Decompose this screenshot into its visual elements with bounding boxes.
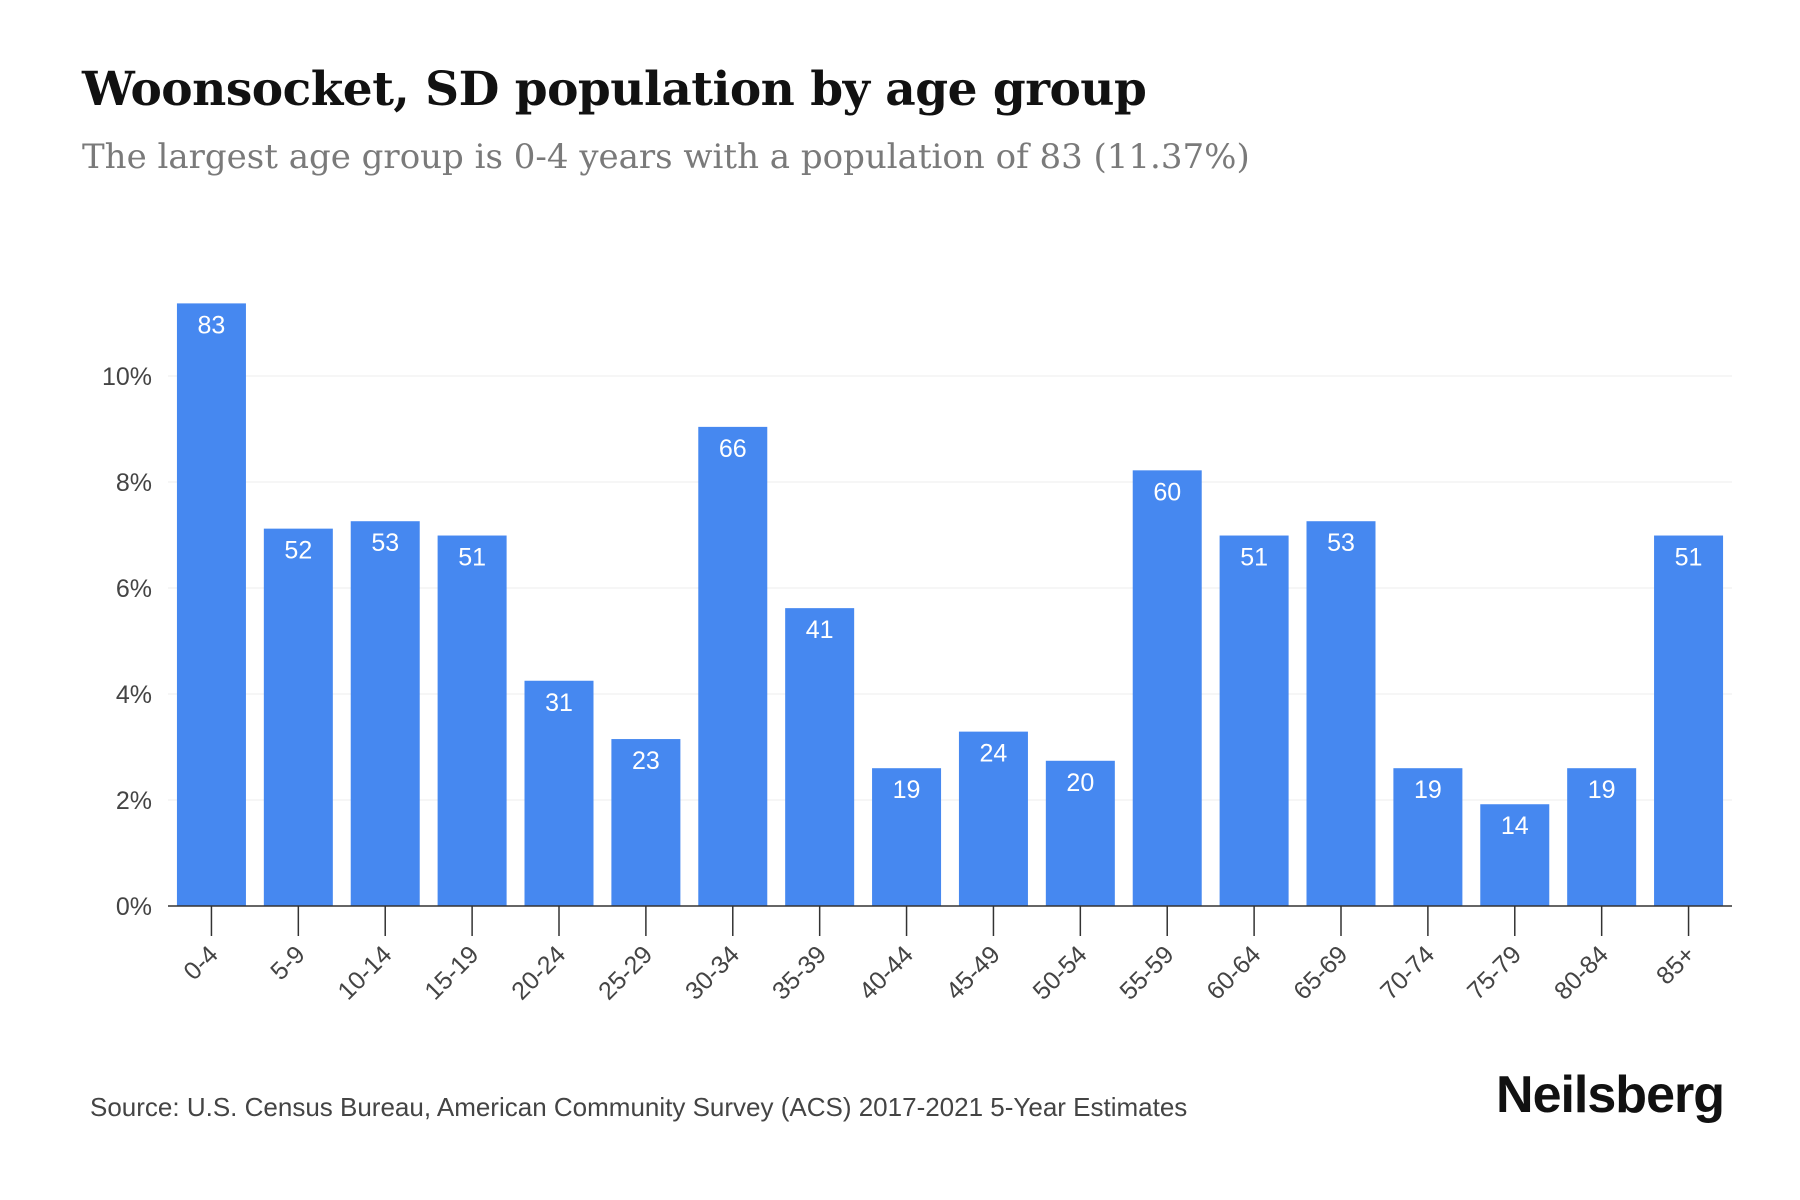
y-tick-label: 10% — [102, 363, 152, 391]
bar-value-label: 51 — [1675, 544, 1703, 572]
bar — [958, 731, 1028, 906]
bar-value-label: 52 — [284, 537, 312, 565]
bar — [1045, 760, 1115, 906]
bar — [1480, 804, 1550, 906]
bar — [263, 528, 333, 906]
x-tick-label: 30-34 — [680, 940, 745, 1005]
bar-value-label: 20 — [1066, 769, 1094, 797]
bar — [176, 303, 246, 906]
bar-value-label: 19 — [1588, 776, 1616, 804]
bar — [1219, 535, 1289, 906]
bar — [1132, 470, 1202, 906]
bar-value-label: 60 — [1153, 478, 1181, 506]
brand-logo: Neilsberg — [1496, 1066, 1725, 1124]
x-tick-label: 35-39 — [767, 940, 832, 1005]
bar-value-label: 83 — [198, 311, 226, 339]
bar-value-label: 51 — [1240, 544, 1268, 572]
bar-value-label: 53 — [371, 529, 399, 557]
y-tick-label: 4% — [116, 681, 152, 709]
x-tick-label: 15-19 — [419, 940, 484, 1005]
bar — [437, 535, 507, 906]
y-tick-label: 2% — [116, 787, 152, 815]
x-tick-label: 45-49 — [941, 940, 1006, 1005]
bar-value-label: 53 — [1327, 529, 1355, 557]
bar-value-label: 31 — [545, 689, 573, 717]
x-tick-label: 50-54 — [1028, 940, 1093, 1005]
source-note: Source: U.S. Census Bureau, American Com… — [90, 1092, 1188, 1122]
bar — [698, 426, 768, 906]
x-tick-label: 55-59 — [1114, 940, 1179, 1005]
x-tick-label: 60-64 — [1201, 940, 1266, 1005]
x-tick-label: 70-74 — [1375, 940, 1440, 1005]
bar — [785, 608, 855, 906]
bar — [524, 680, 594, 906]
chart-title: Woonsocket, SD population by age group — [82, 62, 1147, 117]
y-tick-label: 8% — [116, 469, 152, 497]
bar-value-label: 24 — [980, 740, 1008, 768]
bar-value-label: 41 — [806, 616, 834, 644]
x-tick-label: 40-44 — [854, 940, 919, 1005]
x-tick-label: 25-29 — [593, 940, 658, 1005]
x-tick-label: 0-4 — [178, 940, 223, 985]
chart-subtitle: The largest age group is 0-4 years with … — [82, 137, 1250, 177]
bar — [350, 521, 420, 906]
x-tick-label: 65-69 — [1288, 940, 1353, 1005]
bar-value-label: 23 — [632, 747, 660, 775]
bar-value-label: 19 — [893, 776, 921, 804]
x-tick-label: 20-24 — [506, 940, 571, 1005]
x-tick-label: 80-84 — [1549, 940, 1614, 1005]
bar — [1306, 521, 1376, 906]
bar — [872, 768, 942, 906]
bar — [611, 739, 681, 906]
x-tick-label: 75-79 — [1462, 940, 1527, 1005]
bar-value-label: 19 — [1414, 776, 1442, 804]
x-tick-label: 85+ — [1651, 940, 1701, 990]
bar-value-label: 51 — [458, 544, 486, 572]
bar — [1393, 768, 1463, 906]
y-tick-label: 6% — [116, 575, 152, 603]
bar — [1654, 535, 1724, 906]
y-tick-label: 0% — [116, 893, 152, 921]
x-tick-label: 10-14 — [332, 940, 397, 1005]
bar — [1567, 768, 1637, 906]
bar-value-label: 66 — [719, 435, 747, 463]
x-tick-label: 5-9 — [265, 940, 310, 985]
bar-value-label: 14 — [1501, 812, 1529, 840]
